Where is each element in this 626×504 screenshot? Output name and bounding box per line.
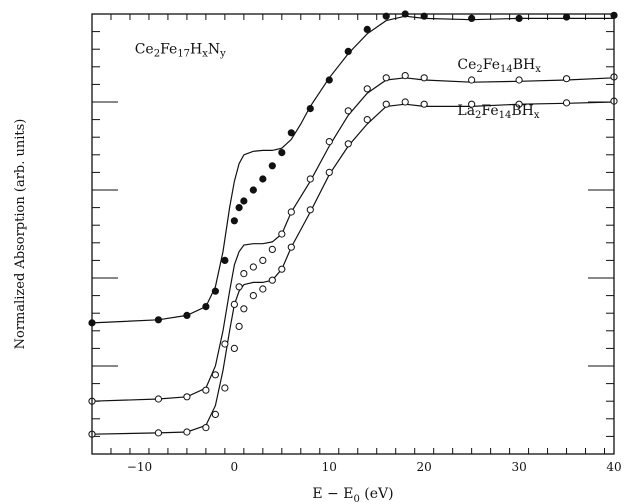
data-point [325, 138, 333, 146]
data-point [249, 186, 257, 194]
data-point [202, 424, 210, 432]
data-point [287, 129, 295, 137]
data-point [249, 263, 257, 271]
data-point [183, 428, 191, 436]
data-point [240, 305, 248, 313]
data-point [382, 74, 390, 82]
data-point [154, 395, 163, 403]
data-point [202, 303, 210, 311]
data-point [382, 12, 390, 20]
x-tick-labels: −10 0 10 20 30 40 [127, 460, 622, 474]
data-point [287, 208, 295, 216]
x-tick-label: 40 [606, 460, 621, 474]
data-point [420, 12, 428, 20]
data-point [344, 140, 352, 148]
data-point [259, 256, 267, 264]
data-point [183, 311, 191, 319]
data-point [259, 175, 267, 183]
data-point [515, 14, 523, 22]
data-point [306, 105, 314, 113]
data-point [420, 100, 428, 108]
x-tick-label: 0 [231, 460, 239, 474]
data-point [154, 429, 163, 437]
data-point [325, 76, 333, 84]
data-point [420, 74, 428, 82]
axis-ticks [91, 13, 614, 455]
data-point [515, 100, 523, 108]
data-point [344, 107, 352, 115]
data-point [240, 270, 248, 278]
data-point [401, 72, 409, 80]
series-labels: Ce2Fe17HxNy Ce2Fe14BHx La2Fe14BHx [135, 42, 542, 122]
data-point [363, 25, 371, 33]
x-axis-label: E − E0 (eV) [312, 486, 393, 504]
series-label-1: Ce2Fe14BHx [457, 57, 541, 75]
data-point [211, 410, 219, 418]
data-point [306, 206, 314, 214]
data-point [268, 162, 276, 170]
plot-frame [91, 13, 615, 455]
data-point [235, 322, 243, 330]
data-point [363, 85, 371, 93]
x-tick-label: 20 [417, 460, 432, 474]
data-point [230, 344, 238, 352]
data-point [382, 100, 390, 108]
data-point [562, 13, 571, 21]
data-point [211, 371, 219, 379]
data-point [515, 76, 523, 84]
data-point [287, 243, 295, 251]
data-point [154, 316, 163, 324]
data-point [221, 340, 229, 348]
data-point [235, 204, 243, 212]
data-point [268, 276, 276, 284]
data-point [401, 98, 409, 106]
fit-lines [91, 15, 615, 435]
data-point [468, 100, 476, 108]
data-point [306, 175, 314, 183]
series-label-0: Ce2Fe17HxNy [135, 42, 226, 60]
data-point [562, 75, 571, 83]
fit-line-series-2 [91, 101, 615, 435]
data-point [278, 265, 286, 273]
data-point [278, 149, 286, 157]
data-point [249, 292, 257, 300]
data-point [325, 168, 333, 176]
data-point [268, 245, 276, 253]
data-point [183, 393, 191, 401]
data-point [468, 14, 476, 22]
series-label-2: La2Fe14BHx [457, 103, 540, 121]
x-tick-label: −10 [127, 460, 152, 474]
data-points [88, 10, 618, 438]
data-point [230, 217, 238, 225]
data-point [221, 384, 229, 392]
data-point [278, 230, 286, 238]
data-point [235, 283, 243, 291]
data-point [240, 197, 248, 205]
fit-line-series-0 [91, 15, 614, 324]
x-tick-label: 30 [511, 460, 526, 474]
data-point [363, 116, 371, 124]
data-point [230, 300, 238, 308]
data-point [202, 386, 210, 394]
fit-line-series-1 [91, 77, 615, 402]
data-point [344, 47, 352, 56]
data-point [562, 99, 571, 107]
x-tick-label: 10 [322, 460, 337, 474]
data-point [468, 76, 476, 84]
data-point [221, 256, 229, 264]
y-axis-label: Normalized Absorption (arb. units) [13, 119, 28, 350]
data-point [211, 287, 219, 295]
data-point [259, 285, 267, 293]
